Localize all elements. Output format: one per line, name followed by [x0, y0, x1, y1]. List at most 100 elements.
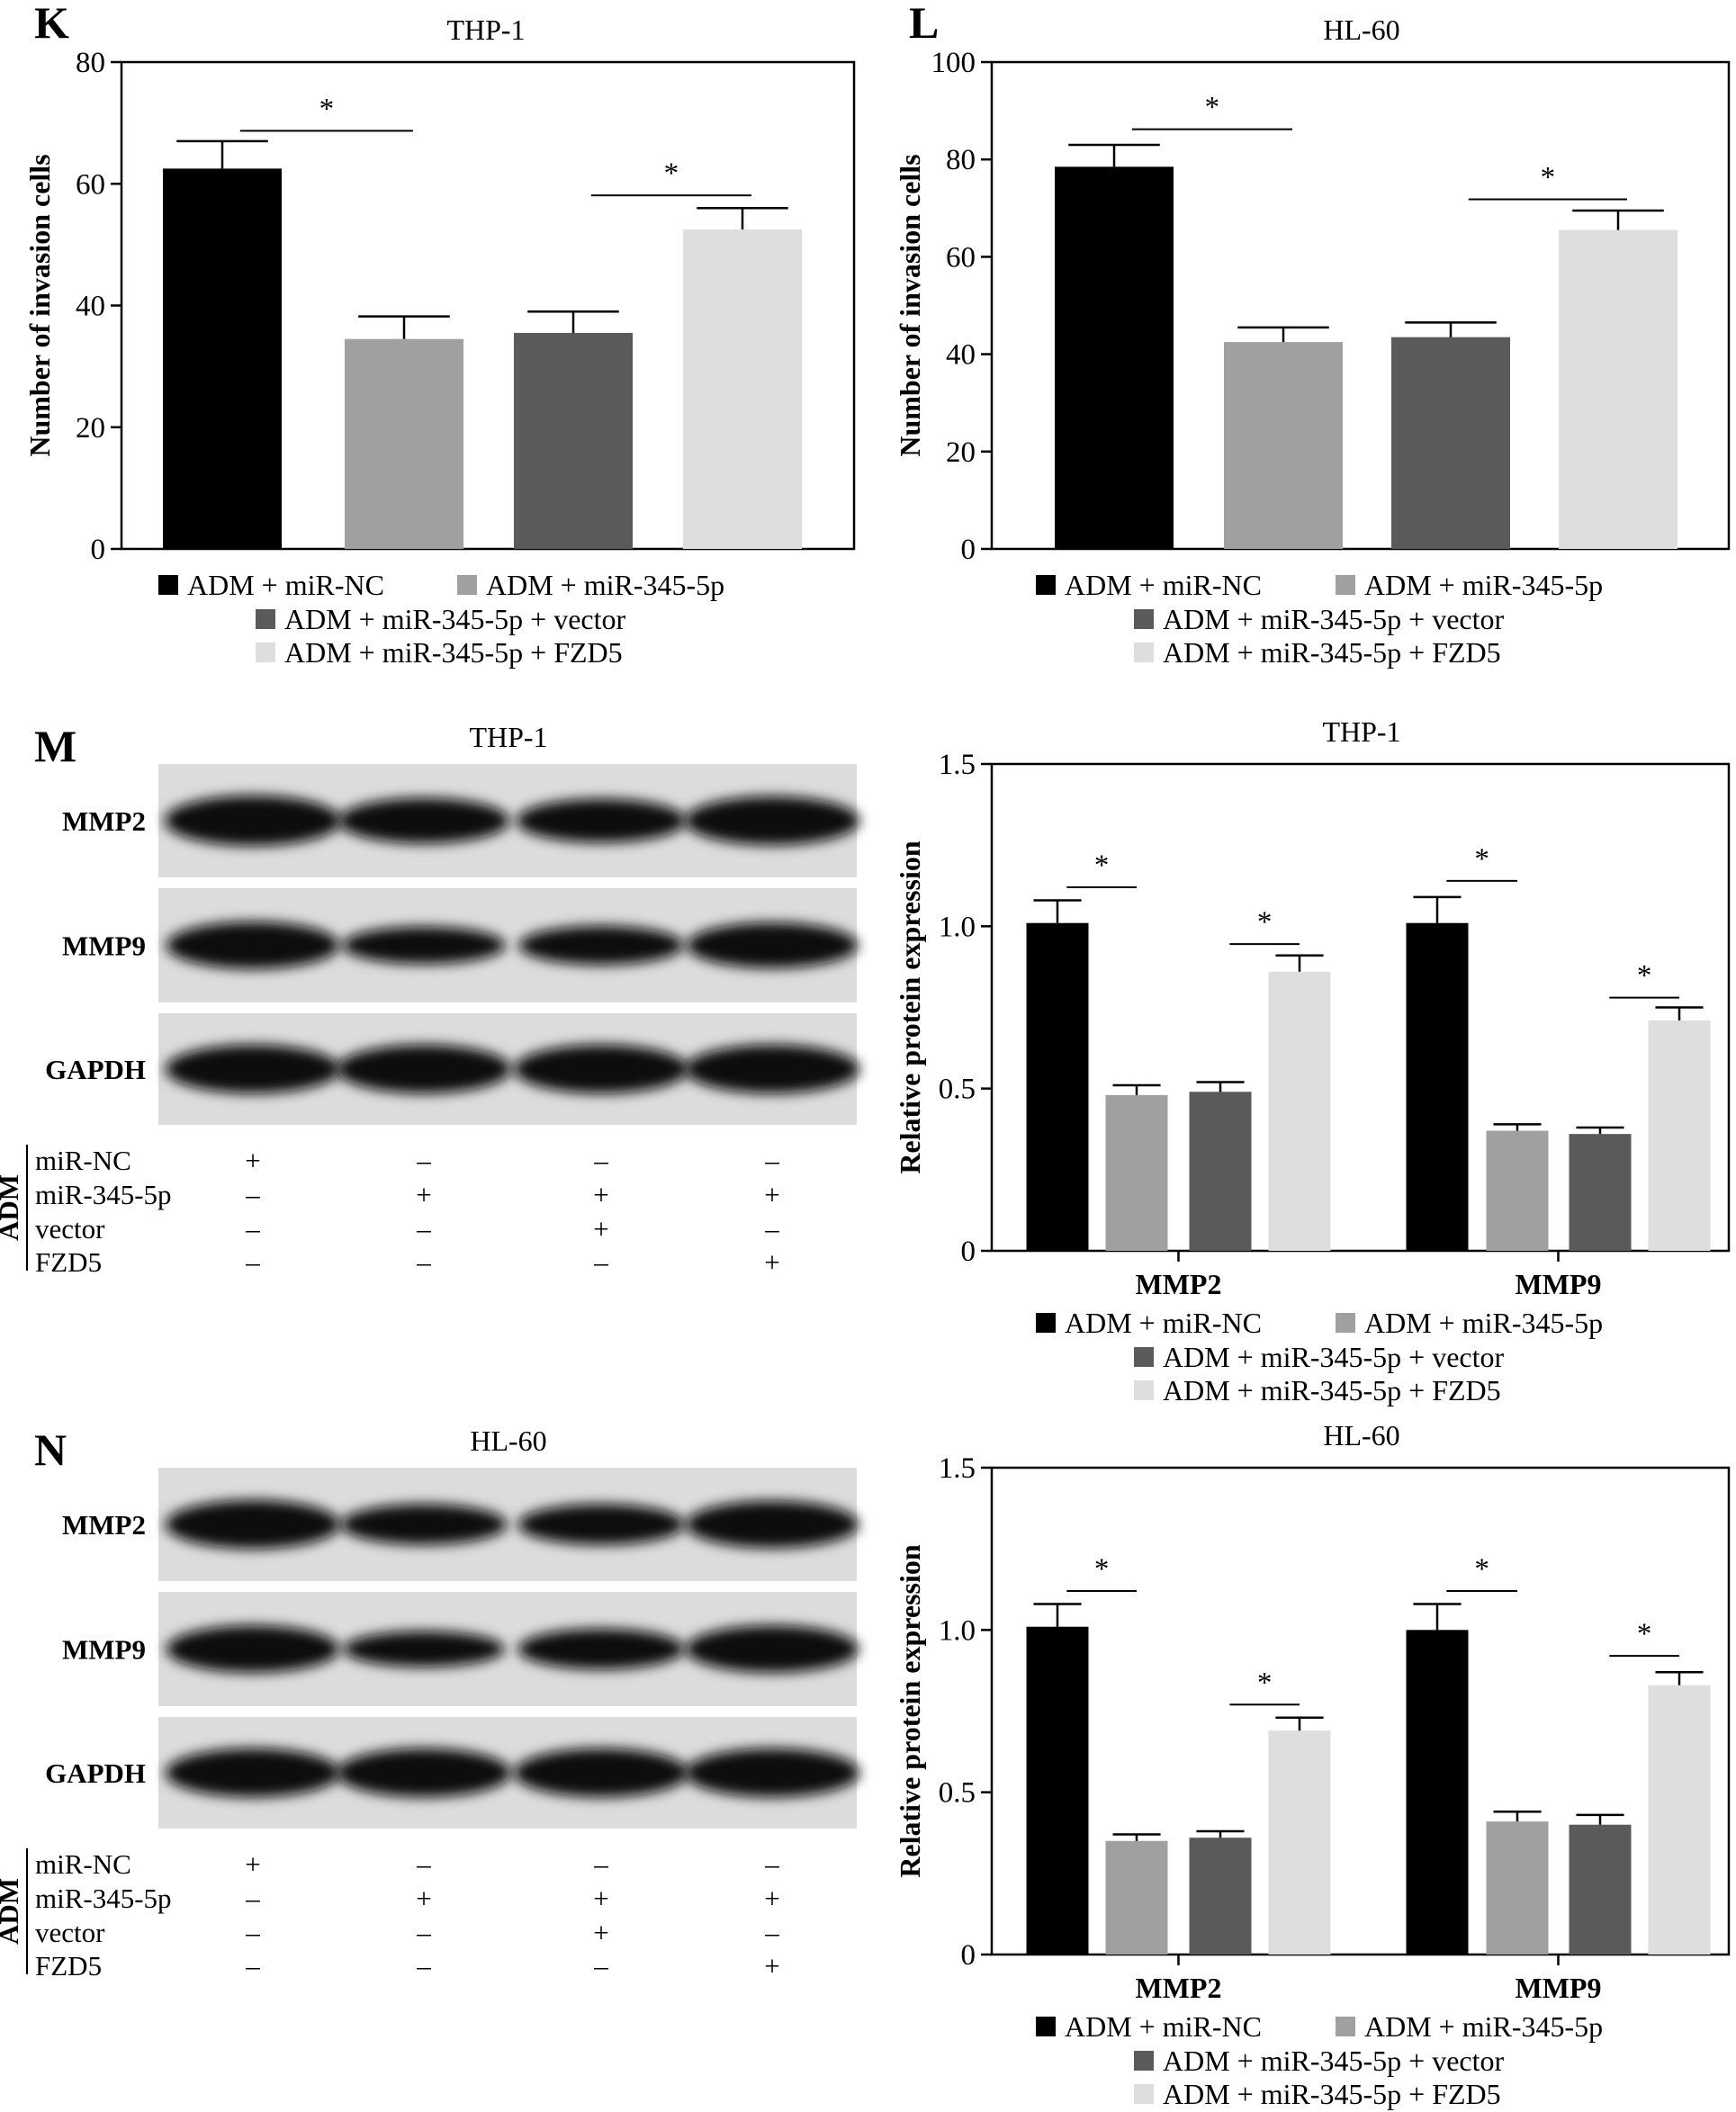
- legend-swatch: [1134, 2084, 1154, 2104]
- legend-swatch: [1134, 609, 1154, 629]
- significance-star: *: [664, 157, 679, 190]
- y-tick-label: 40: [76, 291, 105, 323]
- treatment-label: FZD5: [35, 1246, 102, 1278]
- protein-band: [336, 1044, 512, 1094]
- x-category-label: MMP2: [1136, 1268, 1222, 1300]
- bar: [1224, 342, 1343, 549]
- treatment-mark: –: [764, 1213, 779, 1245]
- bar: [1105, 1840, 1168, 1955]
- bar: [1391, 337, 1510, 549]
- treatment-mark: –: [764, 1145, 779, 1176]
- bar: [1559, 229, 1678, 549]
- treatment-mark: –: [245, 1213, 260, 1245]
- legend-label: ADM + miR-345-5p + FZD5: [1163, 1374, 1501, 1407]
- treatment-mark: –: [593, 1145, 608, 1176]
- legend-swatch: [1134, 1347, 1154, 1367]
- plot-frame: [990, 762, 1731, 1253]
- protein-band: [165, 795, 341, 846]
- band-label: GAPDH: [45, 1757, 146, 1789]
- treatment-mark: –: [416, 1145, 431, 1176]
- treatment-mark: +: [416, 1883, 431, 1914]
- treatment-mark: –: [416, 1950, 431, 1982]
- protein-band: [513, 1044, 689, 1094]
- legend-swatch: [1336, 2017, 1355, 2036]
- legend-label: ADM + miR-345-5p + vector: [1163, 1341, 1505, 1373]
- legend-label: ADM + miR-345-5p: [486, 569, 724, 601]
- treatment-mark: +: [245, 1145, 260, 1176]
- bar: [683, 229, 802, 549]
- y-axis-label: Relative protein expression: [894, 1544, 926, 1878]
- treatment-mark: –: [593, 1848, 608, 1880]
- protein-band: [340, 1504, 508, 1545]
- treatment-mark: –: [245, 1917, 260, 1948]
- bar: [345, 338, 463, 549]
- significance-star: *: [1205, 92, 1220, 124]
- protein-band: [684, 1044, 860, 1094]
- group-label: ADM: [0, 1878, 24, 1945]
- legend-swatch: [256, 643, 275, 662]
- treatment-mark: +: [593, 1179, 608, 1210]
- treatment-mark: +: [416, 1179, 431, 1210]
- protein-band: [166, 921, 340, 969]
- bar: [1569, 1134, 1632, 1251]
- protein-band: [166, 1625, 340, 1673]
- chart-title: HL-60: [1323, 1419, 1399, 1451]
- significance-star: *: [1637, 1618, 1652, 1650]
- legend-swatch: [1036, 2017, 1056, 2036]
- significance-star: *: [1541, 162, 1556, 194]
- legend-label: ADM + miR-NC: [1065, 569, 1262, 601]
- band-label: MMP9: [62, 1634, 146, 1666]
- legend-label: ADM + miR-345-5p + FZD5: [1163, 2078, 1501, 2110]
- chart-title: THP-1: [446, 13, 525, 46]
- y-tick-label: 1.0: [939, 911, 976, 943]
- x-category-label: MMP2: [1136, 1972, 1222, 2004]
- protein-band: [517, 1628, 685, 1670]
- significance-star: *: [319, 93, 335, 125]
- y-axis-label: Number of invasion cells: [894, 154, 926, 456]
- bar: [514, 332, 633, 549]
- y-tick-label: 20: [76, 412, 105, 445]
- legend-swatch: [1134, 643, 1154, 662]
- legend-swatch: [1036, 575, 1056, 595]
- treatment-mark: +: [764, 1883, 779, 1914]
- protein-band: [684, 1748, 860, 1798]
- y-tick-label: 60: [76, 168, 105, 201]
- y-tick-label: 60: [946, 241, 976, 274]
- y-tick-label: 0: [91, 534, 106, 566]
- treatment-label: miR-345-5p: [35, 1883, 172, 1914]
- blot-title: HL-60: [470, 1424, 546, 1457]
- treatment-mark: +: [593, 1883, 608, 1914]
- protein-band: [684, 795, 860, 846]
- legend-swatch: [1134, 1380, 1154, 1400]
- treatment-mark: –: [416, 1917, 431, 1948]
- y-tick-label: 1.5: [939, 749, 976, 781]
- treatment-label: vector: [35, 1213, 105, 1245]
- legend-label: ADM + miR-345-5p + FZD5: [284, 636, 623, 669]
- y-axis-label: Relative protein expression: [894, 840, 926, 1174]
- protein-band: [165, 1499, 341, 1550]
- band-label: MMP2: [62, 805, 146, 837]
- protein-band: [165, 1748, 341, 1798]
- y-tick-label: 80: [946, 144, 976, 176]
- y-tick-label: 0.5: [939, 1777, 976, 1810]
- significance-star: *: [1094, 1553, 1110, 1586]
- significance-star: *: [1474, 843, 1489, 876]
- legend-label: ADM + miR-345-5p: [1364, 569, 1603, 601]
- y-tick-label: 100: [931, 47, 976, 79]
- legend-label: ADM + miR-345-5p: [1364, 1307, 1603, 1339]
- significance-star: *: [1094, 849, 1110, 882]
- y-tick-label: 1.0: [939, 1614, 976, 1647]
- y-tick-label: 0: [961, 1236, 976, 1268]
- protein-band: [336, 1748, 512, 1798]
- bar: [1648, 1020, 1711, 1251]
- x-category-label: MMP9: [1516, 1972, 1602, 2004]
- legend-label: ADM + miR-345-5p + FZD5: [1163, 636, 1501, 669]
- bar: [1648, 1685, 1711, 1955]
- chart-title: THP-1: [1322, 715, 1400, 748]
- treatment-mark: +: [764, 1950, 779, 1982]
- legend-swatch: [457, 575, 477, 595]
- protein-band: [337, 797, 510, 844]
- treatment-mark: +: [593, 1213, 608, 1245]
- bar: [1026, 922, 1089, 1251]
- treatment-mark: –: [593, 1246, 608, 1278]
